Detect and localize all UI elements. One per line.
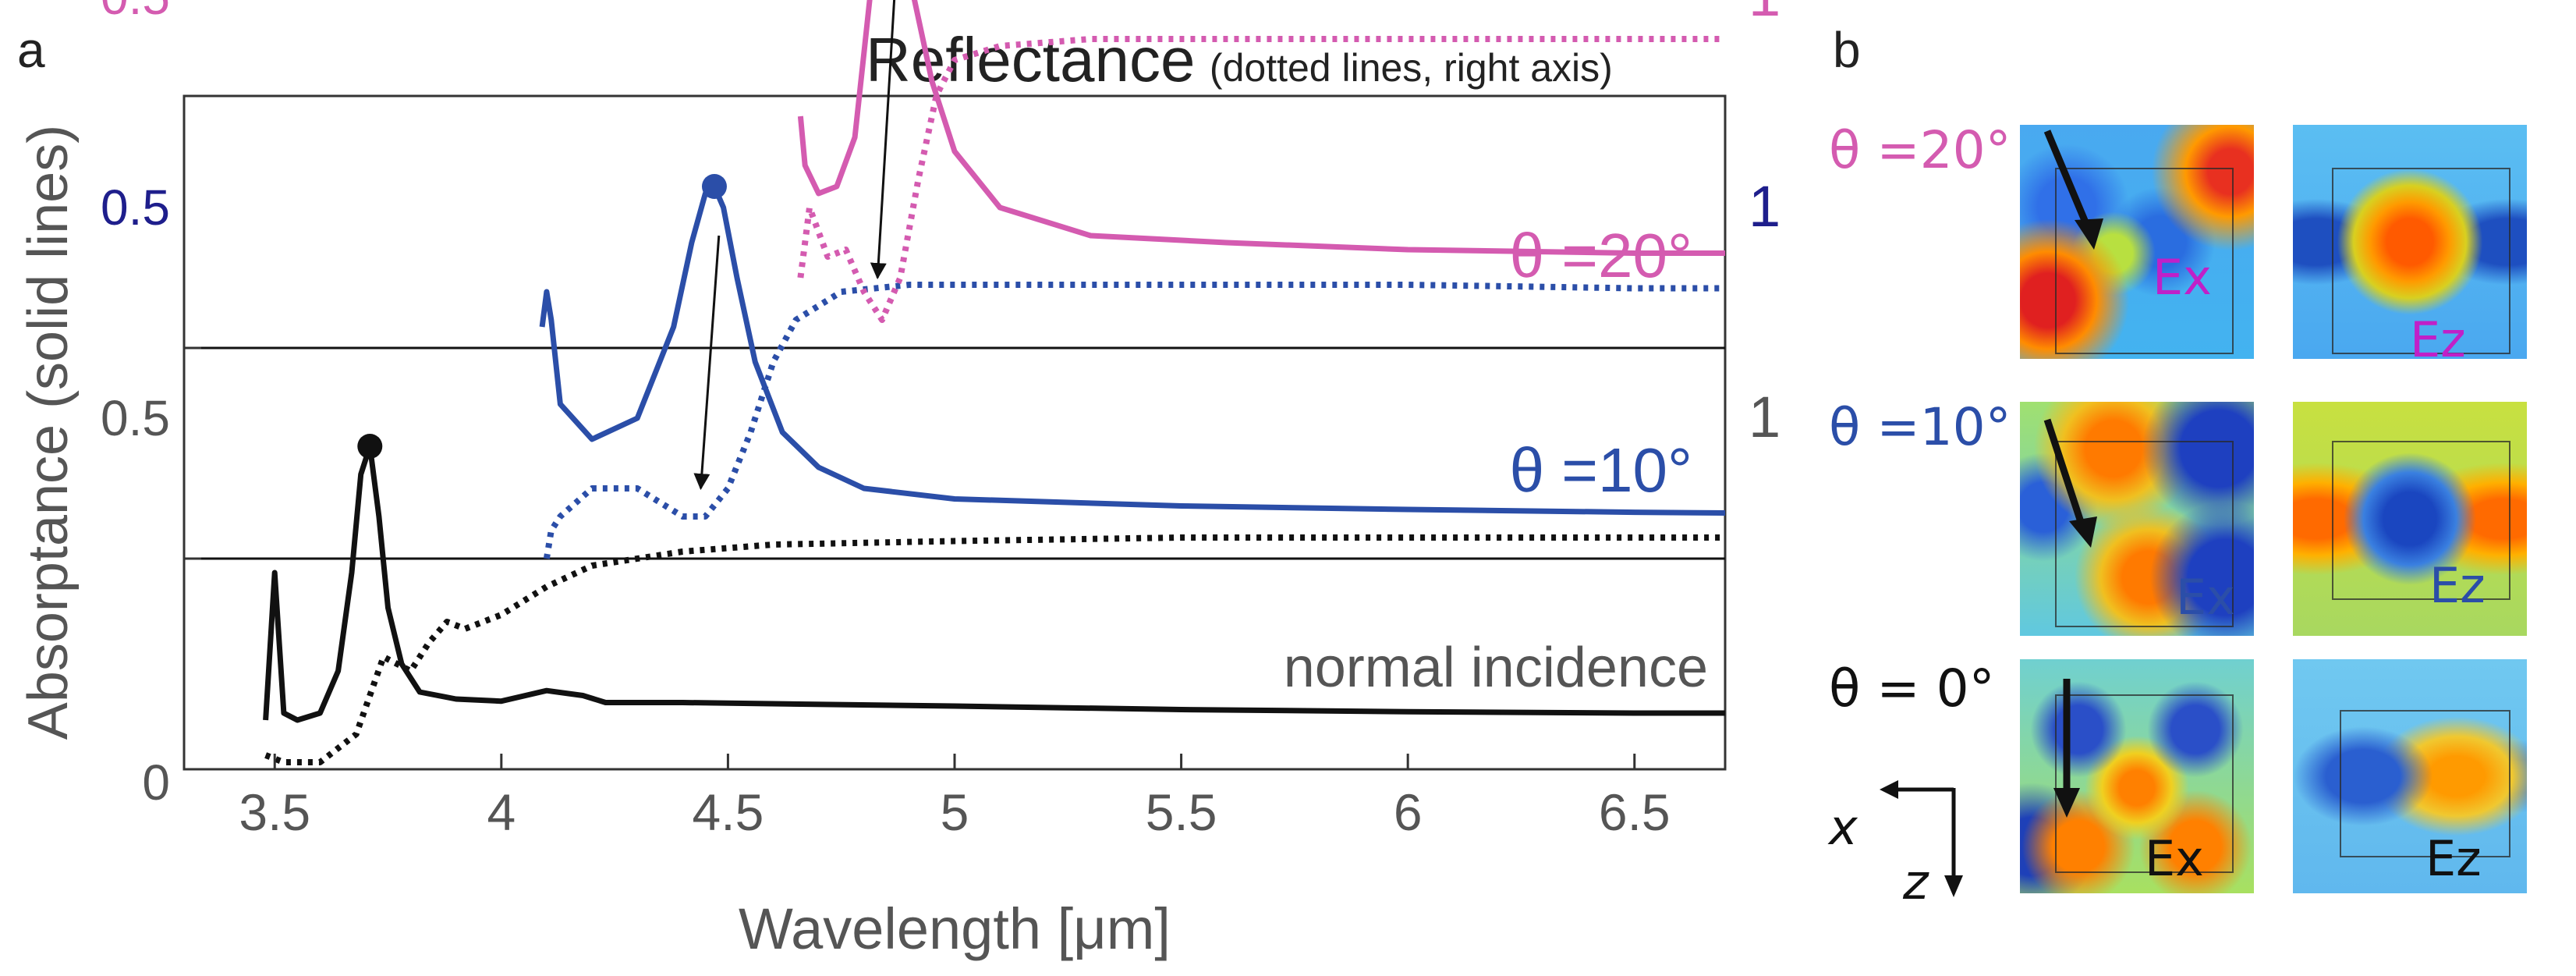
field-row-theta-0: θ = 0° <box>1829 658 1995 719</box>
series-group-theta-10 <box>539 174 1726 559</box>
series-layer <box>263 0 1726 765</box>
x-tick-label: 6 <box>1394 783 1423 841</box>
absorptance-line <box>797 0 1725 256</box>
right-tick-label: 1 <box>1749 0 1781 28</box>
left-tick-label: 0.5 <box>101 390 170 446</box>
absorptance-line <box>539 183 1726 516</box>
reflectance-line <box>264 534 1725 765</box>
reflectance-line <box>797 36 1725 323</box>
field-map-boundary <box>2332 441 2510 600</box>
polarization-arrow-20 <box>2043 130 2103 250</box>
field-map-ez-20: Ez <box>2293 125 2527 359</box>
absorptance-line <box>263 443 1725 723</box>
field-map-ez-10: Ez <box>2293 402 2527 636</box>
chart-title-note: (dotted lines, right axis) <box>1210 46 1613 90</box>
ex-label-0: Ex <box>2145 830 2204 887</box>
peak-marker <box>701 174 727 199</box>
ex-label-10: Ex <box>2176 569 2235 626</box>
x-tick-label: 4 <box>487 783 516 841</box>
series-group-normal-incidence <box>263 434 1725 765</box>
reflectance-line <box>543 282 1725 559</box>
series-label: θ =20° <box>1510 221 1692 290</box>
ticks-layer: 0.5 1 0.5 1 0.5 1 3.5 4 4.5 5 5.5 6 6.5 <box>101 0 1781 841</box>
panel-label-a: a <box>17 22 45 78</box>
series-label: normal incidence <box>1284 637 1708 699</box>
field-row-theta-20: θ =20° <box>1829 120 2011 180</box>
left-tick-label: 0.5 <box>101 0 170 25</box>
right-tick-label: 1 <box>1749 174 1781 239</box>
coordinate-axes-icon <box>1880 780 1963 897</box>
ex-label-20: Ex <box>2153 249 2212 306</box>
x-tick-label: 4.5 <box>693 783 764 841</box>
x-tick-label: 3.5 <box>239 783 310 841</box>
y-axis-label: Absorptance (solid lines) <box>17 125 80 740</box>
series-label: θ =10° <box>1510 435 1692 505</box>
chart-title-main: Reflectance <box>866 25 1195 94</box>
axis-x-label: x <box>1829 799 1858 856</box>
polarization-arrow-10 <box>2043 418 2097 548</box>
field-map-boundary <box>2055 168 2234 354</box>
right-tick-label: 1 <box>1749 385 1781 449</box>
band-separators <box>184 346 1725 560</box>
field-map-boundary <box>2332 168 2510 354</box>
field-row-theta-10: θ =10° <box>1829 397 2011 457</box>
x-tick-label: 5.5 <box>1146 783 1217 841</box>
polarization-arrow-0 <box>2053 679 2080 818</box>
field-map-boundary <box>2055 441 2234 627</box>
field-map-boundary <box>2340 710 2510 857</box>
field-map-boundary <box>2055 694 2234 873</box>
x-axis-label: Wavelength [μm] <box>739 896 1171 961</box>
ez-label-20: Ez <box>2410 311 2466 360</box>
panel-label-b: b <box>1833 22 1861 78</box>
peak-marker <box>357 434 383 459</box>
field-map-ex-0: Ex <box>2020 659 2254 893</box>
left-tick-label: 0.5 <box>101 179 170 236</box>
field-map-ez-0: Ez <box>2293 659 2527 893</box>
field-map-ex-10: Ex <box>2020 402 2254 636</box>
axis-z-label: z <box>1903 854 1929 910</box>
y-baseline-label: 0 <box>142 754 170 811</box>
ez-label-0: Ez <box>2425 830 2482 887</box>
series-group-theta-20 <box>797 0 1725 323</box>
chart-title: Reflectance (dotted lines, right axis) <box>866 25 1613 94</box>
ez-label-10: Ez <box>2429 557 2486 614</box>
peak-shift-arrow <box>693 235 721 491</box>
x-tick-label: 5 <box>941 783 969 841</box>
x-tick-label: 6.5 <box>1599 783 1671 841</box>
labels-layer: normal incidence θ =10° θ =20° <box>1284 221 1708 699</box>
peak-shift-arrow <box>870 0 896 280</box>
